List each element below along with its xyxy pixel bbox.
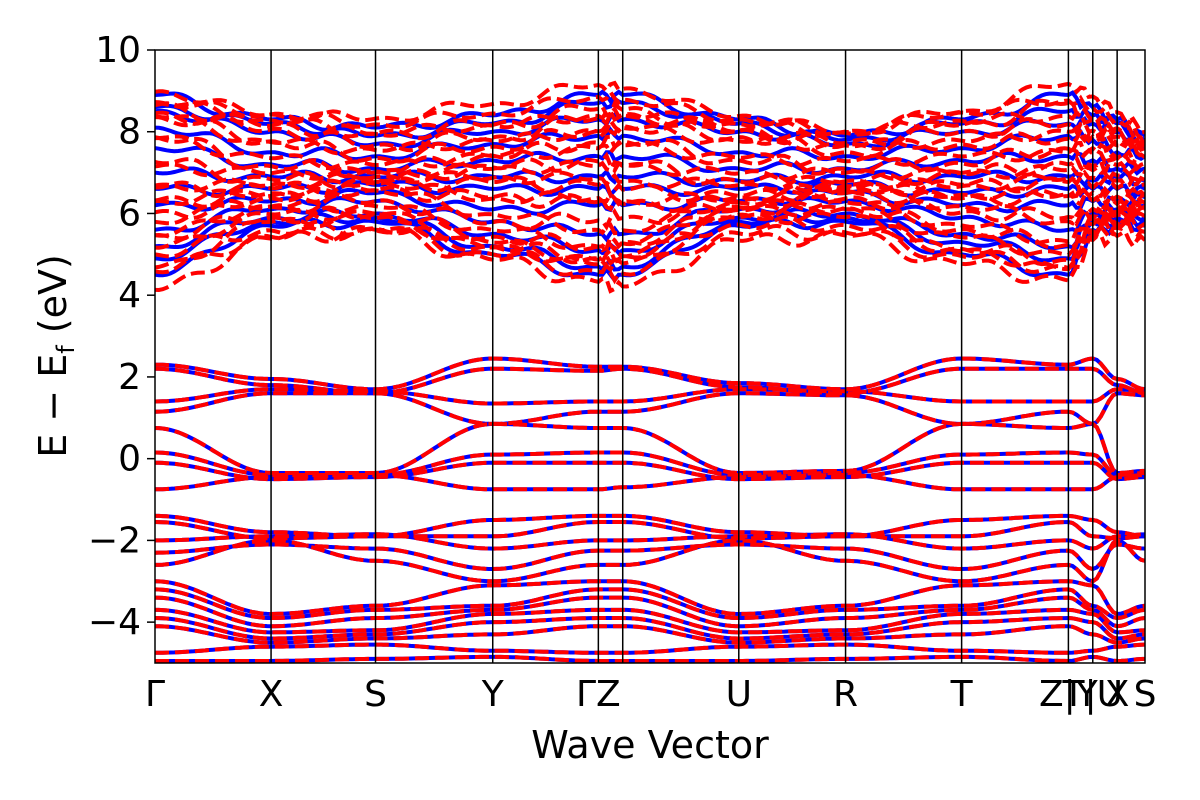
- x-tick-label: U: [726, 674, 752, 715]
- band-line-red: [155, 532, 1145, 551]
- y-axis: −4 −2 0 2 4 6 8 10: [88, 30, 155, 643]
- x-tick-label: ΓZ: [576, 674, 621, 715]
- x-tick-label: R: [833, 674, 858, 715]
- band-line-red: [155, 460, 1145, 482]
- y-tick-label: −2: [88, 520, 141, 561]
- x-tick-label: T: [950, 674, 974, 715]
- band-line-red: [155, 203, 1145, 267]
- x-tick-label: Y: [481, 674, 505, 715]
- plot-frame: [154, 49, 1146, 664]
- band-line-red: [155, 187, 1145, 236]
- band-line-red: [155, 587, 1145, 621]
- x-tick-label: S: [364, 674, 387, 715]
- band-line-red: [155, 356, 1145, 392]
- band-line-red: [155, 538, 1145, 584]
- band-line-red: [155, 201, 1145, 253]
- x-axis-label: Wave Vector: [531, 723, 769, 767]
- y-tick-label: 4: [118, 275, 141, 316]
- band-line-red: [155, 387, 1145, 406]
- band-line-red: [155, 607, 1145, 635]
- band-line-red: [155, 134, 1145, 171]
- x-tick-label: Z|Y: [1039, 674, 1099, 715]
- band-line-red: [155, 615, 1145, 641]
- band-line-blue: [155, 211, 1145, 272]
- band-line-red: [155, 642, 1145, 655]
- x-axis: Γ X S Y ΓZ U R T Z|YT|UX S: [145, 674, 1156, 715]
- y-axis-label-main: E − E: [31, 354, 75, 458]
- x-tick-label: X: [1105, 674, 1130, 715]
- band-line-red: [155, 88, 1145, 141]
- bands: [155, 80, 1145, 663]
- band-line-red: [155, 473, 1145, 492]
- y-axis-label: E − Ef (eV): [31, 254, 80, 458]
- band-line-red: [155, 114, 1145, 156]
- y-axis-label-subscript: f: [52, 345, 80, 354]
- x-tick-label: T|U: [1062, 674, 1123, 715]
- x-tick-label: Γ: [145, 674, 165, 715]
- x-tick-label: X: [259, 674, 284, 715]
- high-symmetry-lines: [270, 50, 1118, 663]
- band-line-red: [155, 654, 1145, 663]
- y-tick-label: −4: [88, 602, 141, 643]
- y-tick-label: 8: [118, 112, 141, 153]
- band-line-red: [155, 115, 1145, 164]
- band-line-blue: [155, 145, 1145, 176]
- band-line-red: [155, 198, 1145, 253]
- x-tick-label: S: [1134, 674, 1157, 715]
- band-line-red: [155, 224, 1145, 294]
- band-line-red: [155, 624, 1145, 645]
- band-line-red: [155, 178, 1145, 207]
- band-line-red: [155, 579, 1145, 617]
- y-axis-label-unit: (eV): [31, 254, 75, 345]
- band-line-red: [155, 421, 1145, 476]
- band-line-red: [155, 159, 1145, 182]
- band-line-red: [155, 105, 1145, 153]
- band-line-red: [155, 391, 1145, 426]
- band-line-red: [155, 595, 1145, 629]
- y-tick-label: 10: [95, 30, 141, 71]
- y-tick-label: 2: [118, 357, 141, 398]
- y-tick-label: 6: [118, 193, 141, 234]
- band-line-blue: [155, 166, 1145, 188]
- band-line-red: [155, 100, 1145, 146]
- band-line-red: [155, 542, 1145, 572]
- band-line-red: [155, 209, 1145, 273]
- band-line-red: [155, 80, 1145, 135]
- band-line-red: [155, 211, 1145, 267]
- y-tick-label: 0: [118, 439, 141, 480]
- band-line-red: [155, 192, 1145, 231]
- band-line-blue: [155, 356, 1145, 392]
- band-line-red: [155, 220, 1145, 285]
